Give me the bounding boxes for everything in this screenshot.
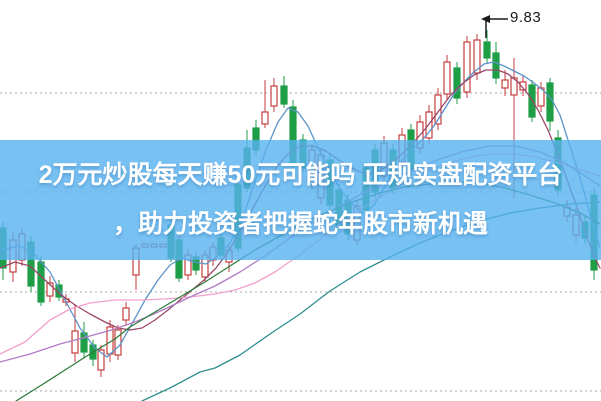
peak-arrow-annotation [481, 15, 508, 38]
banner-line-1: 2万元炒股每天赚50元可能吗 正规实盘配资平台 [38, 161, 563, 189]
banner-line-2: ，助力投资者把握蛇年股市新机遇 [112, 209, 488, 238]
overlay-banner: 2万元炒股每天赚50元可能吗 正规实盘配资平台 ，助力投资者把握蛇年股市新机遇 [0, 140, 601, 260]
peak-price-label: 9.83 [510, 9, 542, 26]
